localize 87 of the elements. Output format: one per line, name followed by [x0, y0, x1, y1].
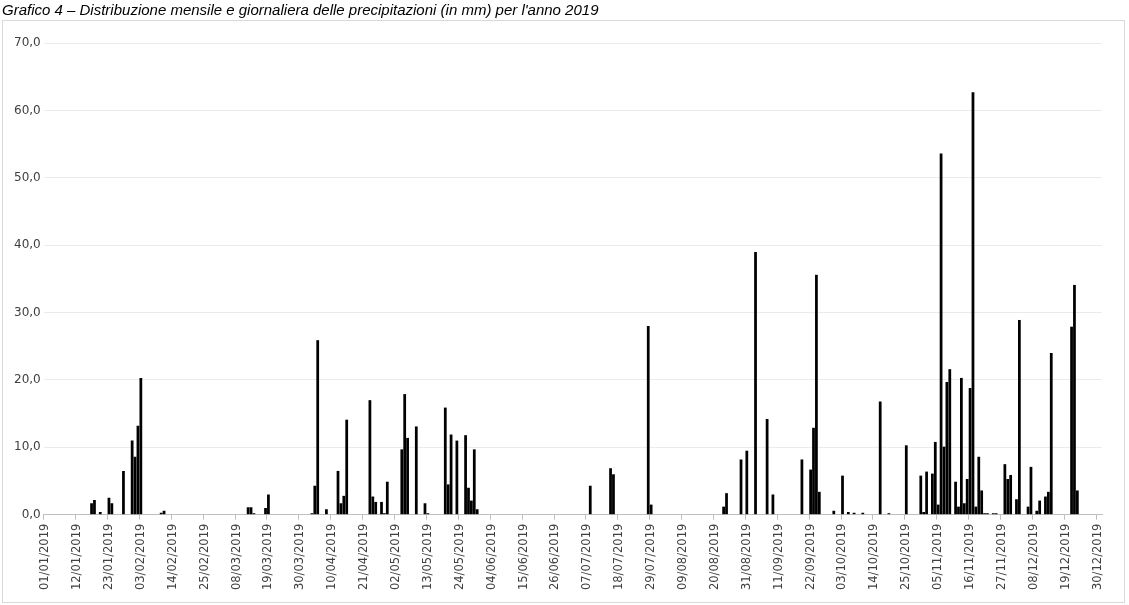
x-tick-label: 03/10/2019 — [834, 523, 849, 591]
x-tick-label: 27/11/2019 — [993, 523, 1008, 591]
bar — [841, 475, 844, 515]
x-tick-label: 18/07/2019 — [611, 523, 626, 591]
bar — [93, 499, 96, 515]
bar — [960, 377, 963, 515]
x-tick-label: 25/10/2019 — [898, 523, 913, 591]
x-tick-label: 14/02/2019 — [164, 523, 179, 591]
x-tick-label: 29/07/2019 — [643, 523, 658, 591]
bar — [588, 485, 592, 515]
x-tick-label: 08/12/2019 — [1025, 523, 1040, 591]
x-tick-label: 10/04/2019 — [324, 523, 339, 591]
x-tick-label: 15/06/2019 — [515, 523, 530, 591]
x-tick-label: 05/11/2019 — [930, 523, 945, 591]
y-tick-label: 10,0 — [14, 439, 41, 454]
bar — [380, 501, 383, 515]
bar — [139, 377, 143, 515]
x-tick-label: 11/09/2019 — [770, 523, 785, 591]
bar — [977, 456, 981, 515]
bar — [919, 475, 923, 515]
y-tick-label: 0,0 — [21, 506, 41, 521]
y-tick-label: 20,0 — [14, 372, 41, 387]
x-tick-label: 21/04/2019 — [356, 523, 371, 591]
x-tick-label: 14/10/2019 — [866, 523, 881, 591]
x-tick-label: 07/07/2019 — [579, 523, 594, 591]
bar — [267, 494, 270, 515]
bar — [1073, 284, 1076, 515]
y-tick-label: 60,0 — [14, 102, 41, 117]
y-tick-label: 70,0 — [14, 35, 41, 50]
bar — [443, 407, 447, 515]
x-tick-label: 31/08/2019 — [738, 523, 753, 591]
bar — [745, 450, 749, 515]
bar — [948, 369, 952, 515]
x-tick-label: 24/05/2019 — [451, 523, 466, 591]
bar — [1003, 464, 1007, 515]
bar — [925, 471, 928, 515]
bar — [933, 441, 937, 515]
x-tick-label: 26/06/2019 — [547, 523, 562, 591]
bar — [325, 509, 328, 515]
x-tick-label: 20/08/2019 — [706, 523, 721, 591]
bar — [464, 435, 467, 515]
y-tick-label: 50,0 — [14, 169, 41, 184]
bar — [345, 419, 349, 515]
x-tick-label: 30/12/2019 — [1089, 523, 1104, 591]
x-tick-label: 04/06/2019 — [483, 523, 498, 591]
bar — [646, 326, 650, 515]
bar — [122, 470, 125, 515]
y-tick-label: 40,0 — [14, 237, 41, 252]
x-tick-label: 19/03/2019 — [260, 523, 275, 591]
bar — [1049, 352, 1053, 515]
bar — [846, 512, 850, 515]
x-tick-label: 12/01/2019 — [69, 523, 84, 591]
bar — [414, 426, 418, 515]
bar — [832, 510, 836, 515]
x-tick-label: 09/08/2019 — [675, 523, 690, 591]
x-tick-label: 25/02/2019 — [196, 523, 211, 591]
x-tick-label: 02/05/2019 — [387, 523, 402, 591]
bar — [403, 394, 407, 515]
chart-title: Grafico 4 – Distribuzione mensile e giornaliera delle precipitazioni (in mm) per l'anno 2019 — [2, 1, 599, 18]
bar — [1017, 319, 1021, 515]
bar — [904, 445, 908, 515]
x-tick-label: 30/03/2019 — [292, 523, 307, 591]
bar — [98, 512, 102, 515]
bar — [878, 401, 882, 515]
x-tick-label: 23/01/2019 — [100, 523, 115, 591]
bar — [954, 481, 957, 515]
bar — [472, 449, 476, 515]
bar — [754, 251, 757, 515]
bar — [374, 501, 378, 515]
bar — [1044, 496, 1047, 515]
x-tick-label: 22/09/2019 — [802, 523, 817, 591]
bar — [316, 340, 320, 515]
bar — [385, 481, 389, 515]
bar — [1038, 500, 1042, 515]
x-tick-label: 19/12/2019 — [1057, 523, 1072, 591]
x-tick-label: 08/03/2019 — [228, 523, 243, 591]
x-tick-label: 03/02/2019 — [132, 523, 147, 591]
bar — [815, 274, 818, 515]
bar — [1009, 474, 1013, 515]
y-tick-label: 30,0 — [14, 304, 41, 319]
bar — [130, 440, 134, 515]
bar — [725, 493, 728, 515]
x-tick-label: 01/01/2019 — [37, 523, 52, 591]
bar — [609, 468, 612, 515]
x-tick-label: 16/11/2019 — [962, 523, 977, 591]
bar — [90, 503, 93, 515]
x-tick-label: 13/05/2019 — [419, 523, 434, 591]
